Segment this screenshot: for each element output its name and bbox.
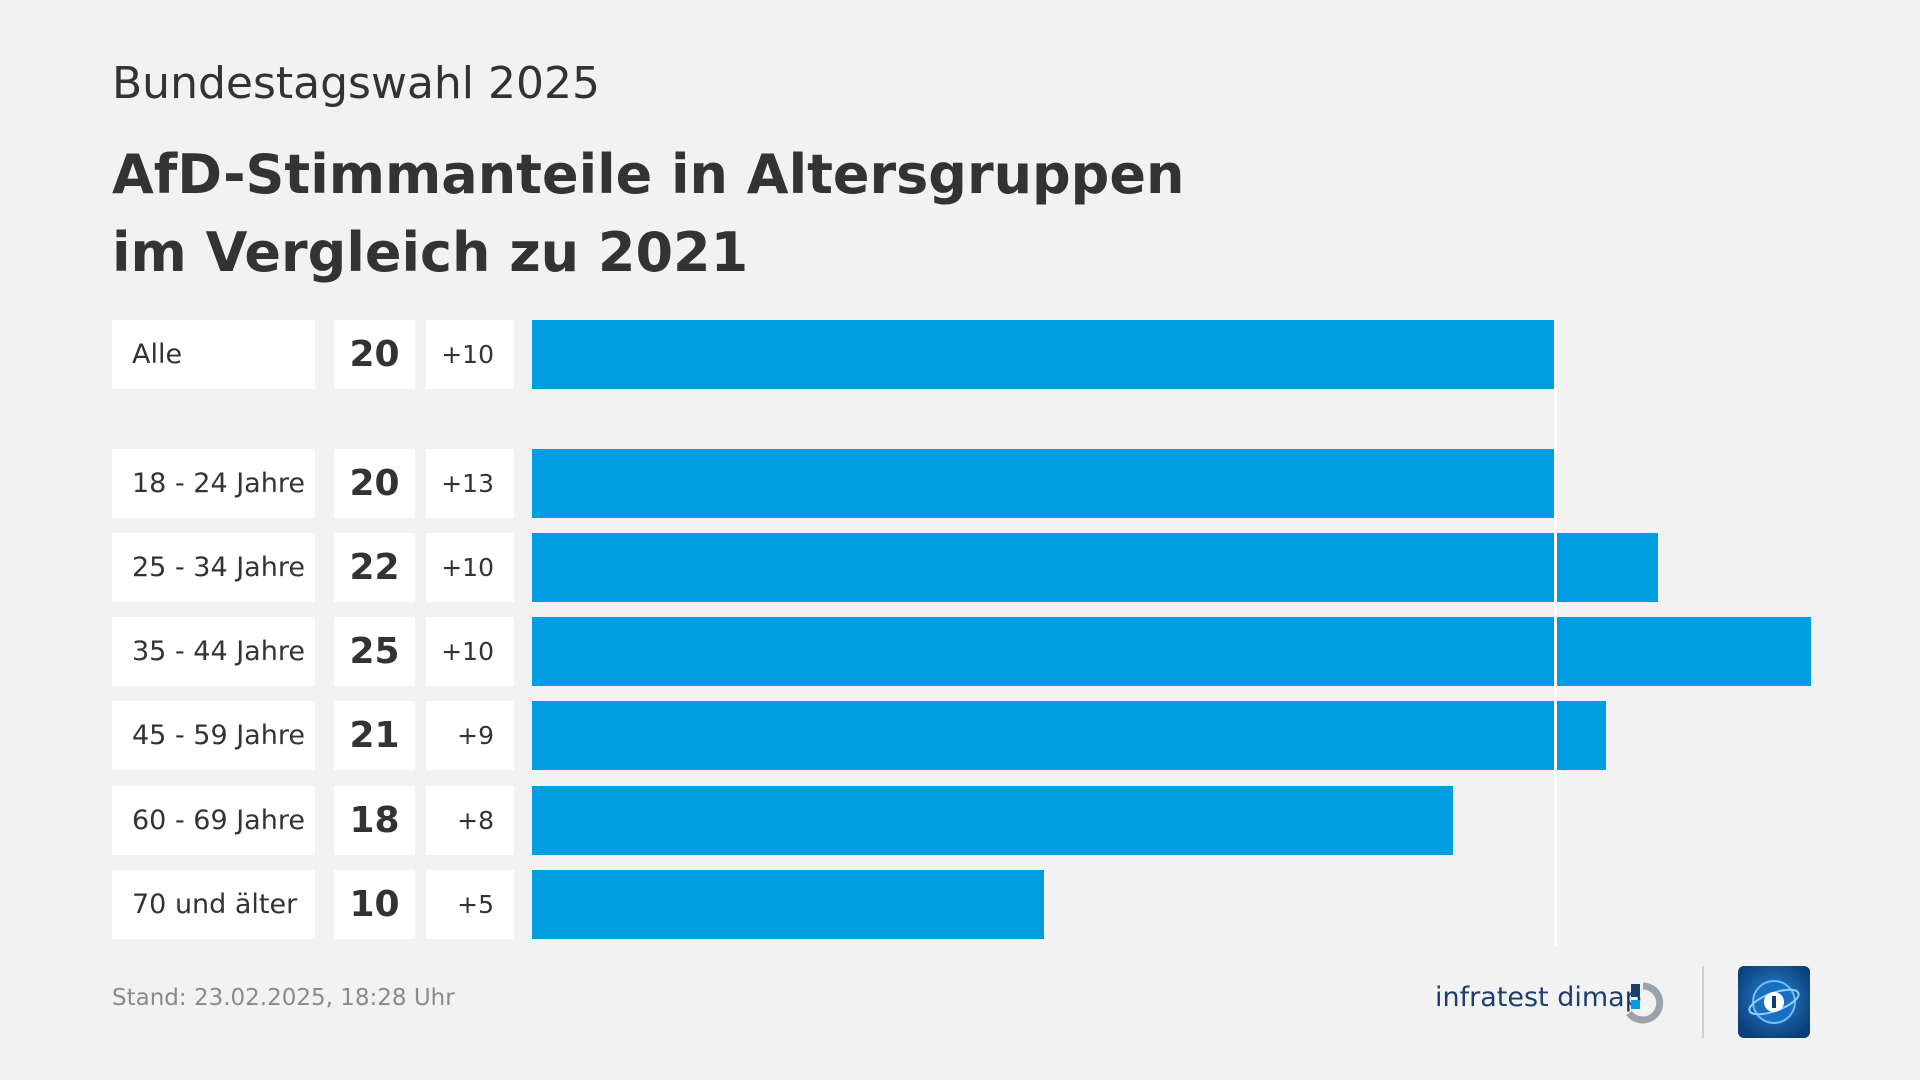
chart-kicker: Bundestagswahl 2025 <box>112 58 600 109</box>
infratest-dimap-logo-icon <box>1626 982 1664 1024</box>
chart-row: 45 - 59 Jahre 21 +9 <box>0 701 1920 770</box>
chart-row: 18 - 24 Jahre 20 +13 <box>0 449 1920 518</box>
value-label: 18 <box>334 786 415 855</box>
bar <box>532 701 1607 770</box>
category-label: 60 - 69 Jahre <box>112 786 315 855</box>
chart-row: 25 - 34 Jahre 22 +10 <box>0 533 1920 602</box>
bar <box>532 870 1044 939</box>
bar <box>532 533 1658 602</box>
chart-row: 35 - 44 Jahre 25 +10 <box>0 617 1920 686</box>
brand-name: infratest dimap <box>1435 982 1642 1013</box>
chart-title-line-1: AfD-Stimmanteile in Altersgruppen <box>112 143 1185 206</box>
bar <box>532 617 1811 686</box>
category-label: 18 - 24 Jahre <box>112 449 315 518</box>
chart-row: Alle 20 +10 <box>0 320 1920 389</box>
footer-divider <box>1702 966 1704 1038</box>
category-label: 45 - 59 Jahre <box>112 701 315 770</box>
change-label: +13 <box>426 449 514 518</box>
change-label: +10 <box>426 533 514 602</box>
value-label: 21 <box>334 701 415 770</box>
chart-title-line-2: im Vergleich zu 2021 <box>112 221 749 284</box>
bar <box>532 449 1556 518</box>
bar <box>532 786 1453 855</box>
change-label: +9 <box>426 701 514 770</box>
change-label: +8 <box>426 786 514 855</box>
bar <box>532 320 1556 389</box>
change-label: +5 <box>426 870 514 939</box>
value-label: 22 <box>334 533 415 602</box>
change-label: +10 <box>426 320 514 389</box>
category-label: 25 - 34 Jahre <box>112 533 315 602</box>
value-label: 10 <box>334 870 415 939</box>
tagesschau-logo-icon <box>1738 966 1810 1038</box>
value-label: 25 <box>334 617 415 686</box>
reference-line <box>1554 320 1558 945</box>
category-label: Alle <box>112 320 315 389</box>
category-label: 70 und älter <box>112 870 315 939</box>
value-label: 20 <box>334 449 415 518</box>
stand-timestamp: Stand: 23.02.2025, 18:28 Uhr <box>112 985 455 1011</box>
chart-row: 70 und älter 10 +5 <box>0 870 1920 939</box>
chart-title: AfD-Stimmanteile in Altersgruppen im Ver… <box>112 136 1184 292</box>
category-label: 35 - 44 Jahre <box>112 617 315 686</box>
value-label: 20 <box>334 320 415 389</box>
chart-row: 60 - 69 Jahre 18 +8 <box>0 786 1920 855</box>
change-label: +10 <box>426 617 514 686</box>
